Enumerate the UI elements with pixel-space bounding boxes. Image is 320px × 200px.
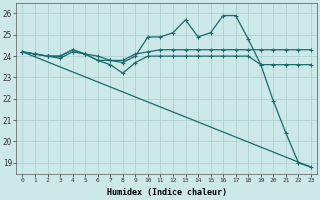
X-axis label: Humidex (Indice chaleur): Humidex (Indice chaleur) — [107, 188, 227, 197]
